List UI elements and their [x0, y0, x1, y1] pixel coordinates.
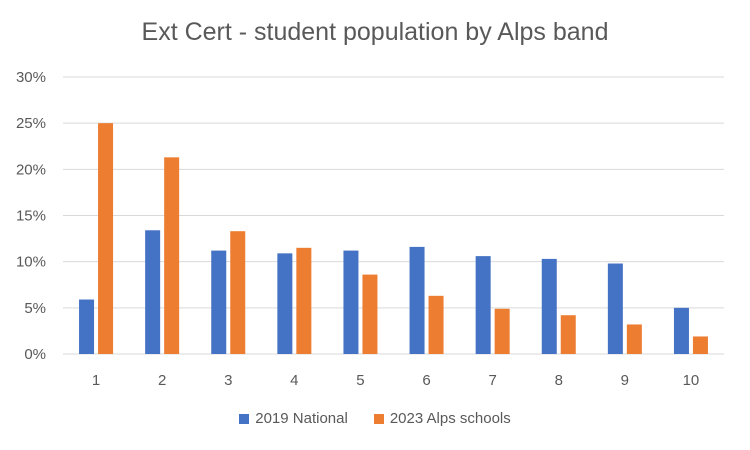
legend-label-2019-national: 2019 National	[255, 410, 348, 427]
y-tick-label: 15%	[16, 208, 46, 225]
bar-2023-alps-schools-3	[230, 231, 246, 354]
bar-2019-national-7	[475, 256, 491, 354]
x-tick-label: 7	[488, 372, 496, 389]
bar-2019-national-5	[343, 250, 359, 354]
x-tick-label: 4	[290, 372, 298, 389]
legend-item-2023-alps-schools: 2023 Alps schools	[373, 410, 511, 427]
x-tick-label: 2	[158, 372, 166, 389]
y-tick-label: 25%	[16, 115, 46, 132]
bar-2019-national-8	[541, 258, 557, 354]
x-tick-label: 3	[224, 372, 232, 389]
x-tick-label: 10	[683, 372, 700, 389]
bar-2019-national-4	[277, 253, 293, 354]
bar-2019-national-2	[145, 230, 161, 354]
x-tick-label: 9	[621, 372, 629, 389]
y-tick-label: 20%	[16, 161, 46, 178]
legend-swatch-2023-alps-schools	[373, 413, 384, 424]
legend-swatch-2019-national	[239, 413, 250, 424]
x-tick-label: 5	[356, 372, 364, 389]
x-tick-label: 8	[555, 372, 563, 389]
y-tick-label: 30%	[16, 69, 46, 86]
bar-2023-alps-schools-6	[428, 295, 444, 354]
bar-2023-alps-schools-7	[494, 308, 510, 354]
bar-2023-alps-schools-2	[164, 157, 180, 354]
bar-2023-alps-schools-8	[560, 315, 576, 354]
bar-2019-national-3	[211, 250, 227, 354]
bar-2019-national-9	[607, 263, 623, 354]
bar-2023-alps-schools-4	[296, 247, 312, 354]
bar-2019-national-1	[79, 299, 95, 354]
bar-2023-alps-schools-9	[626, 324, 642, 354]
bar-2019-national-10	[673, 307, 689, 354]
bar-2023-alps-schools-1	[98, 123, 114, 355]
legend: 2019 National 2023 Alps schools	[0, 410, 750, 427]
x-tick-label: 6	[422, 372, 430, 389]
x-tick-label: 1	[92, 372, 100, 389]
bar-2023-alps-schools-5	[362, 274, 378, 354]
y-tick-label: 10%	[16, 254, 46, 271]
bar-2023-alps-schools-10	[692, 336, 708, 354]
chart-title: Ext Cert - student population by Alps ba…	[141, 18, 609, 46]
y-tick-label: 0%	[24, 346, 46, 363]
legend-label-2023-alps-schools: 2023 Alps schools	[389, 410, 511, 427]
bar-2019-national-6	[409, 246, 425, 354]
y-tick-label: 5%	[24, 300, 46, 317]
legend-item-2019-national: 2019 National	[239, 410, 348, 427]
